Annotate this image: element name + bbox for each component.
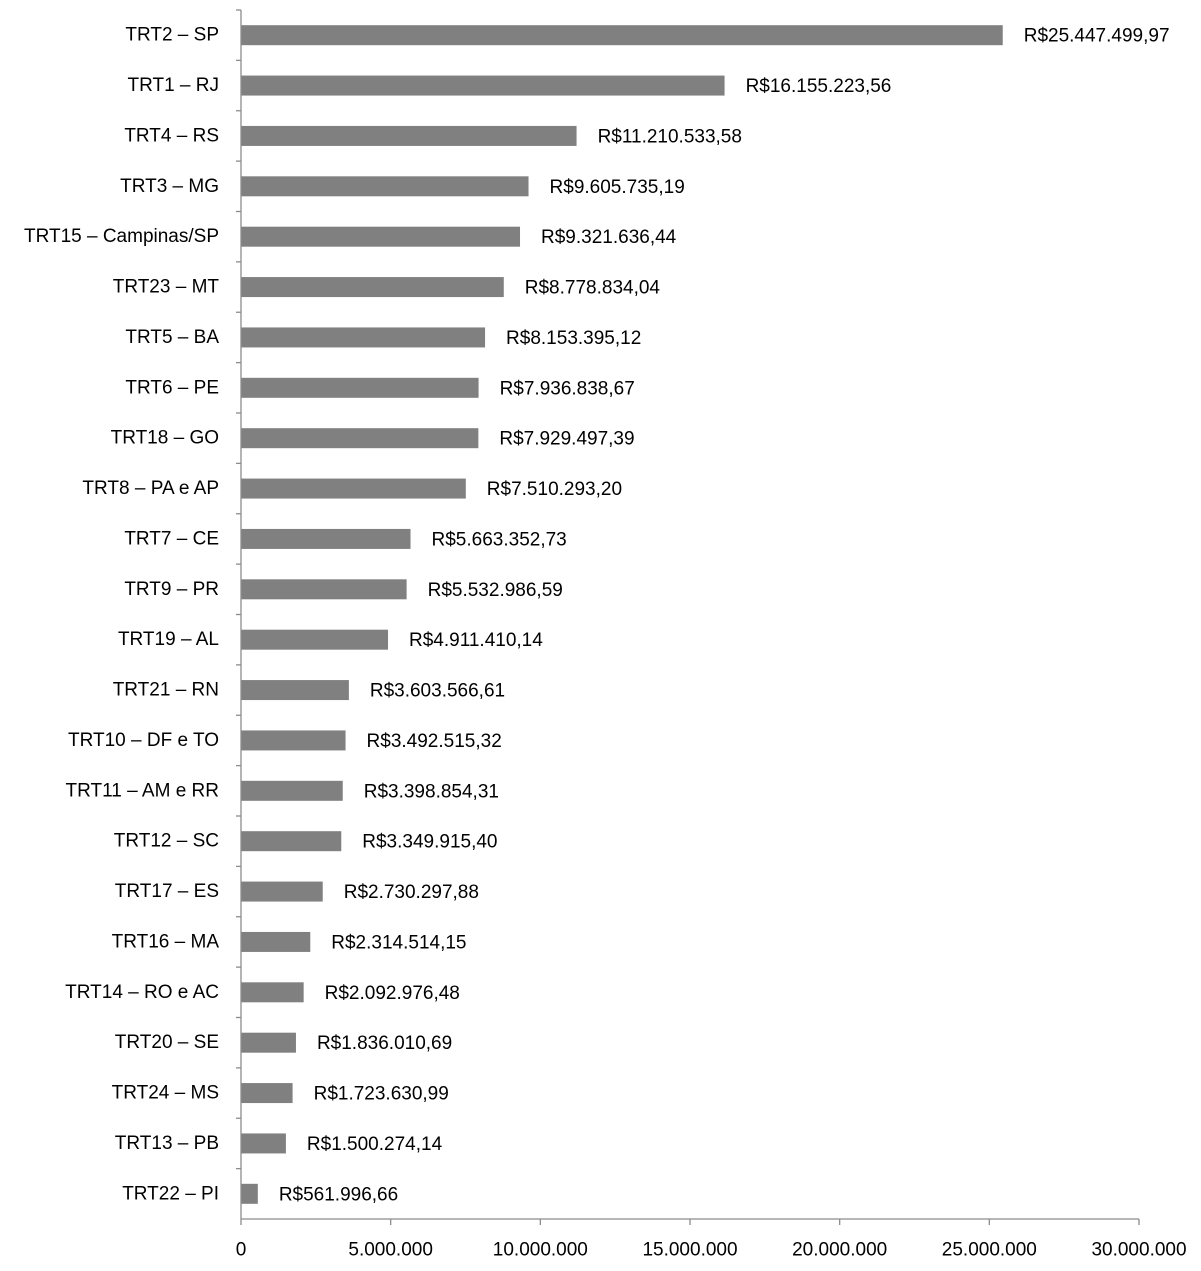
x-tick-label: 10.000.000 (493, 1240, 588, 1261)
data-label: R$3.349.915,40 (362, 832, 497, 853)
category-label: TRT1 – RJ (127, 75, 219, 96)
data-label: R$2.730.297,88 (344, 882, 479, 903)
category-label: TRT20 – SE (115, 1032, 219, 1053)
data-label: R$3.603.566,61 (370, 681, 505, 702)
data-label: R$5.532.986,59 (428, 580, 563, 601)
category-label: TRT24 – MS (112, 1083, 219, 1104)
bar (241, 176, 529, 197)
category-label: TRT23 – MT (113, 277, 220, 298)
category-label: TRT3 – MG (120, 176, 219, 197)
data-label: R$1.836.010,69 (317, 1033, 452, 1054)
data-label: R$2.092.976,48 (325, 983, 460, 1004)
data-label: R$3.492.515,32 (367, 731, 502, 752)
data-label: R$2.314.514,15 (331, 932, 466, 953)
category-label: TRT21 – RN (113, 680, 219, 701)
category-label: TRT22 – PI (122, 1183, 219, 1204)
data-label: R$1.500.274,14 (307, 1134, 443, 1155)
data-label: R$7.929.497,39 (499, 429, 634, 450)
category-label: TRT7 – CE (124, 528, 219, 549)
category-label: TRT16 – MA (112, 931, 220, 952)
bar (241, 730, 346, 751)
category-label: TRT11 – AM e RR (66, 780, 219, 801)
data-label: R$561.996,66 (279, 1184, 398, 1205)
category-label: TRT14 – RO e AC (65, 982, 219, 1003)
x-tick-label: 5.000.000 (348, 1240, 433, 1261)
bar (241, 478, 466, 499)
bar (241, 780, 343, 801)
bars-layer (241, 25, 1003, 1204)
category-label: TRT8 – PA e AP (82, 478, 219, 499)
category-label: TRT15 – Campinas/SP (24, 226, 219, 247)
bar (241, 125, 577, 146)
data-label: R$8.153.395,12 (506, 328, 641, 349)
x-tick-label: 25.000.000 (942, 1240, 1037, 1261)
bar (241, 1183, 258, 1204)
bar (241, 931, 311, 952)
value-labels-layer: R$25.447.499,97 R$16.155.223,56 R$11.210.5… (279, 26, 1170, 1206)
bar (241, 1133, 286, 1154)
bar (241, 1083, 293, 1104)
category-label: TRT18 – GO (111, 428, 219, 449)
bar (241, 629, 389, 650)
category-label: TRT6 – PE (125, 377, 219, 398)
bar (241, 680, 349, 701)
data-label: R$11.210.533,58 (598, 126, 742, 147)
data-label: R$7.510.293,20 (487, 479, 622, 500)
data-label: R$1.723.630,99 (314, 1084, 449, 1105)
category-label: TRT17 – ES (115, 881, 219, 902)
category-label: TRT10 – DF e TO (68, 730, 219, 751)
data-label: R$5.663.352,73 (432, 529, 567, 550)
data-label: R$4.911.410,14 (409, 630, 543, 651)
category-label: TRT4 – RS (124, 125, 219, 146)
data-label: R$9.605.735,19 (550, 177, 685, 198)
data-label: R$9.321.636,44 (541, 227, 677, 248)
bar (241, 428, 479, 449)
x-tick-label: 30.000.000 (1091, 1240, 1186, 1261)
category-label: TRT5 – BA (125, 327, 219, 348)
bar (241, 75, 725, 96)
data-label: R$16.155.223,56 (746, 76, 892, 97)
category-label: TRT2 – SP (125, 25, 219, 46)
bar (241, 327, 486, 348)
category-labels-layer: TRT2 – SP TRT1 – RJ TRT4 – RS TRT3 – MG TRT1… (24, 25, 219, 1205)
data-label: R$8.778.834,04 (525, 278, 661, 299)
bar (241, 25, 1003, 46)
bar (241, 579, 407, 600)
bar (241, 1032, 296, 1053)
data-label: R$25.447.499,97 (1024, 26, 1170, 47)
category-label: TRT19 – AL (118, 629, 219, 650)
data-label: R$3.398.854,31 (364, 781, 499, 802)
bar (241, 982, 304, 1003)
category-label: TRT9 – PR (124, 579, 219, 600)
bar (241, 226, 521, 247)
bar (241, 831, 342, 852)
x-ticks-layer: 0 5.000.000 10.000.000 15.000.000 20.000.000… (236, 9, 1187, 1261)
x-tick-label: 0 (236, 1240, 247, 1261)
x-tick-label: 15.000.000 (642, 1240, 737, 1261)
bar (241, 528, 411, 549)
x-tick-label: 20.000.000 (792, 1240, 887, 1261)
data-label: R$7.936.838,67 (500, 378, 635, 399)
category-label: TRT12 – SC (114, 831, 219, 852)
category-label: TRT13 – PB (115, 1133, 219, 1154)
bar (241, 277, 504, 298)
bar (241, 377, 479, 398)
bar (241, 881, 323, 902)
